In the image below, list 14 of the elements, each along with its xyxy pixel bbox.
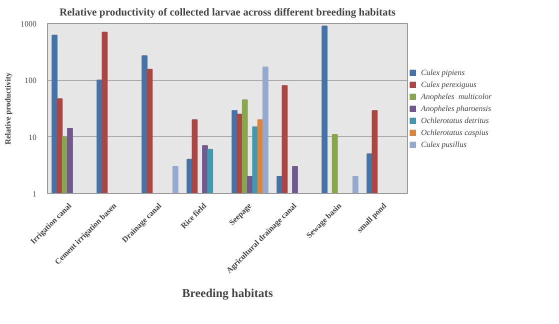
legend-label: Anopheles pharoensis [421, 103, 492, 113]
legend-label: Culex perexiguus [421, 79, 476, 89]
chart-title: Relative productivity of collected larvae across different breeding habitats [59, 8, 396, 18]
legend-label: Anopheles multicolor [421, 91, 492, 101]
legend-label: Culex pusillus [421, 139, 467, 149]
y-tick-label: 1 [32, 190, 36, 198]
y-tick-label: 100 [24, 76, 36, 86]
y-tick-label: 10 [28, 132, 36, 142]
y-tick-label: 1000 [20, 20, 36, 28]
x-axis-title: Breeding habitats [182, 286, 274, 300]
y-axis-title: Relative productivity [4, 72, 12, 145]
legend-label: Culex pipiens [421, 67, 465, 77]
legend-label: Ochlerotatus detritus [421, 115, 489, 125]
legend-label: Ochlerotatus caspius [421, 127, 488, 137]
